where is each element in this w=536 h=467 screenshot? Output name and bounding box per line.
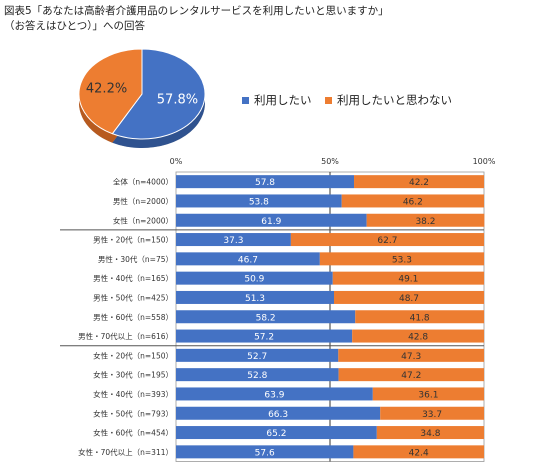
- category-label: 男性（n=2000）: [113, 196, 173, 206]
- bar-segment-no: [341, 194, 484, 208]
- bar-segment-yes: [176, 329, 353, 343]
- data-label-yes: 66.3: [268, 410, 288, 420]
- bar-segment-no: [380, 406, 484, 420]
- data-label-no: 42.4: [409, 448, 429, 458]
- data-label-yes: 65.2: [266, 429, 286, 439]
- bar-segment-yes: [176, 406, 381, 420]
- data-label-no: 47.3: [401, 352, 421, 362]
- bar-segment-no: [352, 329, 484, 343]
- data-label-yes: 52.7: [247, 352, 267, 362]
- x-tick-label: 0%: [170, 157, 183, 166]
- bar-segment-yes: [176, 213, 367, 227]
- data-label-yes: 57.2: [254, 333, 274, 343]
- bar-segment-no: [354, 175, 484, 189]
- bar-segment-yes: [176, 310, 356, 324]
- bar-segment-no: [353, 445, 484, 459]
- category-label: 男性・40代（n=165）: [93, 273, 173, 283]
- bar-segment-no: [319, 252, 484, 266]
- category-label: 男性・60代（n=558）: [93, 312, 173, 322]
- bar-segment-yes: [176, 348, 339, 362]
- data-label-no: 53.3: [392, 255, 412, 265]
- category-label: 女性・20代（n=150）: [93, 350, 173, 360]
- data-label-no: 47.2: [401, 371, 421, 381]
- bar-segment-yes: [176, 445, 354, 459]
- x-tick-label: 100%: [473, 157, 496, 166]
- data-label-yes: 50.9: [244, 275, 264, 285]
- category-label: 女性・50代（n=793）: [93, 408, 173, 418]
- bar-segment-no: [366, 213, 485, 227]
- category-label: 全体（n=4000）: [113, 177, 173, 187]
- category-label: 女性・60代（n=454）: [93, 428, 173, 438]
- data-label-no: 33.7: [422, 410, 442, 420]
- data-label-yes: 57.6: [255, 448, 275, 458]
- bar-segment-no: [332, 271, 484, 285]
- legend-swatch-no: [325, 96, 332, 104]
- data-label-yes: 52.8: [247, 371, 267, 381]
- pie-slice: [111, 48, 206, 140]
- bar-segment-no: [372, 387, 484, 401]
- category-label: 女性（n=2000）: [113, 215, 173, 225]
- data-label-yes: 46.7: [238, 255, 258, 265]
- category-label: 男性・20代（n=150）: [93, 235, 173, 245]
- legend-item-yes: 利用したい: [242, 92, 312, 108]
- category-label: 女性・30代（n=195）: [93, 370, 173, 380]
- bar-segment-no: [376, 426, 484, 440]
- data-label-no: 36.1: [418, 390, 438, 400]
- data-label-no: 49.1: [398, 275, 418, 285]
- data-label-yes: 61.9: [261, 217, 281, 227]
- figure-title: 図表5「あなたは高齢者介護用品のレンタルサービスを利用したいと思いますか」: [4, 5, 389, 17]
- data-label-no: 38.2: [415, 217, 435, 227]
- data-label-yes: 51.3: [245, 294, 265, 304]
- data-label-no: 42.8: [408, 333, 428, 343]
- legend-label-no: 利用したいと思わない: [337, 93, 452, 107]
- data-label-yes: 53.8: [249, 197, 269, 207]
- data-label-yes: 57.8: [255, 178, 275, 188]
- figure-subtitle: （お答えはひとつ）」への回答: [4, 20, 146, 32]
- bar-segment-no: [338, 348, 484, 362]
- data-label-no: 62.7: [377, 236, 397, 246]
- data-label-yes: 58.2: [256, 313, 276, 323]
- data-label-yes: 63.9: [264, 390, 284, 400]
- bar-segment-yes: [176, 387, 373, 401]
- pie-slice: [78, 48, 143, 135]
- legend-label-yes: 利用したい: [254, 93, 312, 107]
- bar-segment-no: [334, 290, 484, 304]
- category-label: 女性・70代以上（n=311）: [78, 447, 173, 457]
- category-label: 男性・30代（n=75）: [98, 254, 173, 264]
- pie-slice-label: 57.8%: [157, 92, 198, 107]
- data-label-no: 46.2: [403, 197, 423, 207]
- bar-segment-yes: [176, 271, 333, 285]
- legend-swatch-yes: [242, 96, 249, 104]
- data-label-no: 41.8: [410, 313, 430, 323]
- bar-segment-yes: [176, 368, 339, 382]
- category-label: 男性・50代（n=425）: [93, 292, 173, 302]
- bar-segment-yes: [176, 233, 291, 247]
- legend-item-no: 利用したいと思わない: [325, 92, 452, 108]
- bar-segment-no: [290, 233, 484, 247]
- bar-segment-no: [355, 310, 484, 324]
- pie-slice-label: 42.2%: [86, 82, 127, 97]
- bar-segment-no: [338, 368, 484, 382]
- data-label-no: 48.7: [399, 294, 419, 304]
- data-label-yes: 37.3: [223, 236, 243, 246]
- category-label: 女性・40代（n=393）: [93, 389, 173, 399]
- x-tick-label: 50%: [321, 157, 339, 166]
- bar-segment-yes: [176, 290, 335, 304]
- data-label-no: 34.8: [420, 429, 440, 439]
- category-label: 男性・70代以上（n=616）: [78, 331, 173, 341]
- bar-segment-yes: [176, 194, 342, 208]
- bar-segment-yes: [176, 252, 320, 266]
- data-label-no: 42.2: [409, 178, 429, 188]
- bar-segment-yes: [176, 175, 355, 189]
- bar-segment-yes: [176, 426, 377, 440]
